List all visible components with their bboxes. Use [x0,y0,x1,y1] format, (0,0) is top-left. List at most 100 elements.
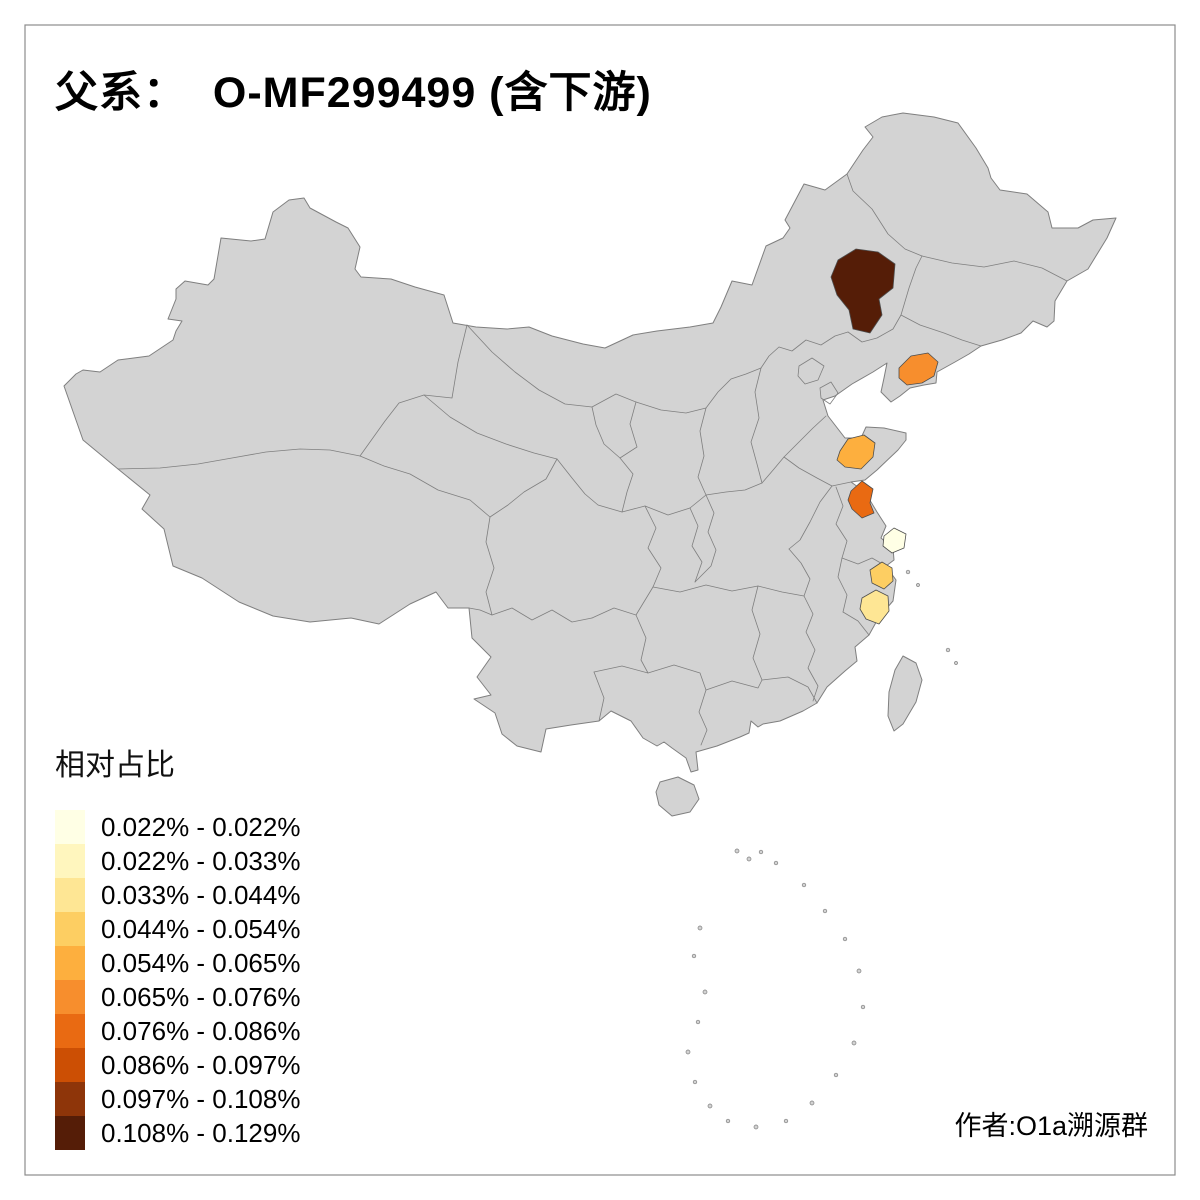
legend-label: 0.044% - 0.054% [101,913,301,944]
province-border [117,324,468,470]
islet [860,1004,866,1010]
islet [746,856,752,862]
islet [916,583,920,587]
islet [734,848,740,854]
highlight-region-5 [882,527,907,554]
taiwan-island [887,655,923,732]
province-border [788,485,833,550]
highlight-regions [830,248,939,625]
legend-item: 0.044% - 0.054% [55,912,300,946]
islet [842,936,848,942]
islet [856,968,862,974]
islet [945,647,951,653]
legend-label: 0.086% - 0.097% [101,1049,301,1080]
province-border [694,494,717,583]
province-border [761,676,818,704]
plot-frame [24,24,1176,1176]
province-border [761,415,827,484]
islet [707,1103,713,1109]
islet [851,1040,857,1046]
province-border [593,664,707,691]
province-border [837,557,848,613]
highlight-region-4 [847,480,875,519]
province-border [783,456,852,487]
province-border [635,614,649,674]
province-border [751,585,763,681]
province-border [788,548,811,597]
highlight-region-3 [836,434,876,470]
islet [695,1019,701,1025]
legend-item: 0.097% - 0.108% [55,1082,300,1116]
islet [685,1049,691,1055]
islet [822,908,828,914]
province-border [359,455,495,616]
province-border [593,671,605,722]
south-china-sea-islands [685,569,958,1130]
islet [753,1124,759,1130]
islet [702,989,708,995]
province-border [697,367,763,496]
legend-swatch [55,946,85,980]
legend-item: 0.033% - 0.044% [55,878,300,912]
province-border [591,393,638,459]
province-border [841,557,887,567]
islet [692,1079,698,1085]
highlight-region-6 [869,561,894,590]
legend-label: 0.108% - 0.129% [101,1117,301,1148]
province-border [803,595,819,702]
province-border [698,689,708,746]
hainan-island [655,776,700,817]
islet [697,925,703,931]
legend-swatch [55,1048,85,1082]
highlight-region-2 [898,352,939,386]
author-credit: 作者:O1a溯源群 [954,1111,1148,1141]
legend-swatch [55,912,85,946]
legend-item: 0.022% - 0.033% [55,844,300,878]
province-border [846,173,923,257]
legend-item: 0.054% - 0.065% [55,946,300,980]
legend-label: 0.065% - 0.076% [101,981,301,1012]
province-border [619,457,634,513]
legend-swatch [55,810,85,844]
province-borders [117,173,1068,746]
province-border [819,381,839,405]
legend-label: 0.076% - 0.086% [101,1015,301,1046]
province-border [591,586,654,619]
province-border [491,607,593,623]
legend-item: 0.022% - 0.022% [55,810,300,844]
islet [773,860,779,866]
legend-swatch [55,980,85,1014]
islet [905,569,911,575]
page-title: 父系： O-MF299499 (含下游) [55,69,652,117]
province-border [644,505,662,588]
province-border [797,357,825,385]
province-border [835,486,848,559]
highlight-region-1 [830,248,896,334]
legend-item: 0.076% - 0.086% [55,1014,300,1048]
legend-label: 0.022% - 0.033% [101,845,301,876]
legend-item: 0.108% - 0.129% [55,1116,300,1150]
province-border [466,324,593,408]
province-border [423,394,558,518]
province-border [705,679,763,691]
highlight-region-7 [859,589,890,625]
islet [809,1100,815,1106]
legend-swatch [55,878,85,912]
mainland-outline [63,112,1117,773]
province-border [900,314,982,347]
islet [758,849,764,855]
province-border [689,507,703,583]
province-border [652,584,805,597]
province-border [847,255,923,343]
islet [691,953,697,959]
legend-swatch [55,1116,85,1150]
legend-label: 0.022% - 0.022% [101,811,301,842]
legend-item: 0.065% - 0.076% [55,980,300,1014]
legend-item: 0.086% - 0.097% [55,1048,300,1082]
legend: 相对占比 0.022% - 0.022% 0.022% - 0.033% 0.0… [55,740,300,1150]
legend-swatch [55,844,85,878]
legend-title: 相对占比 [55,749,175,782]
legend-label: 0.033% - 0.044% [101,879,301,910]
islet [783,1118,789,1124]
